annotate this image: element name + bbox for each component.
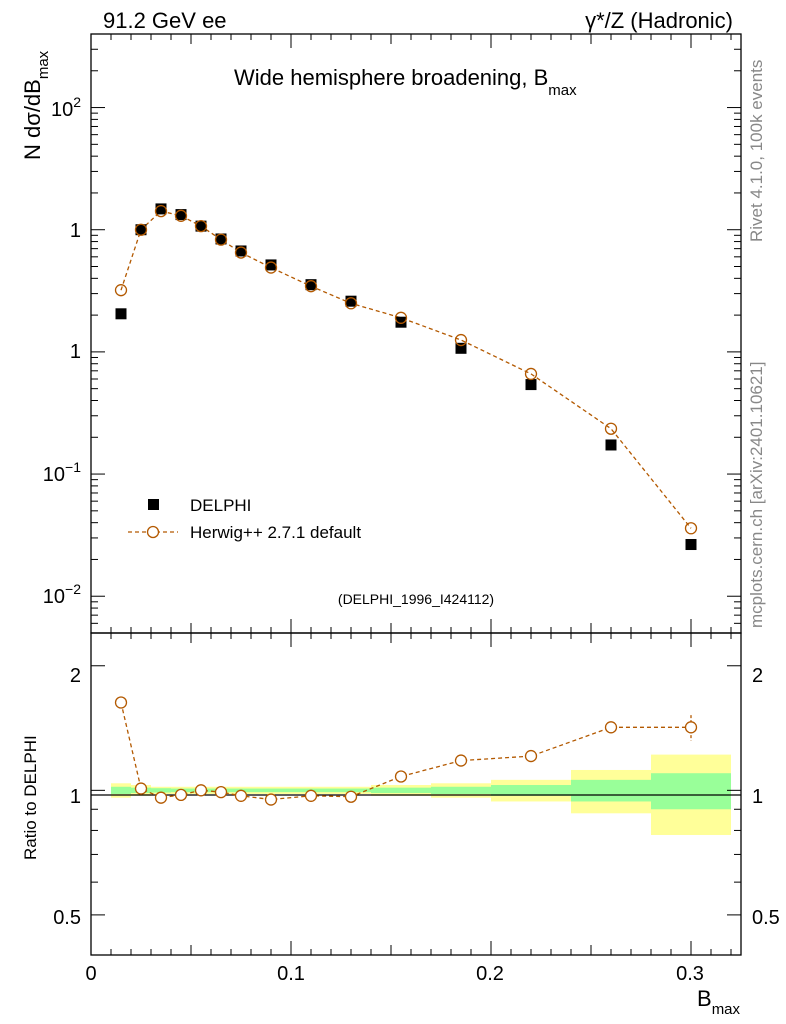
ratio-point	[234, 789, 248, 802]
main-axis-ticks	[90, 33, 741, 634]
ratio-line	[120, 702, 691, 801]
delphi-point	[345, 295, 357, 307]
ratio-point	[194, 784, 208, 797]
ratio-y-axis-label: Ratio to DELPHI	[21, 735, 40, 860]
delphi-point	[235, 245, 247, 257]
x-tick-label-0: 0	[85, 963, 96, 985]
herwig-point	[344, 297, 358, 310]
delphi-point	[175, 209, 187, 221]
ratio-point	[524, 749, 538, 763]
legend-label-herwig: Herwig++ 2.7.1 default	[190, 523, 361, 542]
ratio-band-inner	[151, 788, 171, 793]
delphi-point	[265, 259, 277, 271]
ratio-y-tick-label-2: 2	[70, 665, 81, 687]
delphi-point	[195, 220, 207, 232]
ratio-y-tick-label-1: 1	[70, 786, 81, 808]
legend-marker-herwig	[146, 525, 160, 539]
delphi-point	[455, 342, 467, 354]
herwig-point	[684, 522, 698, 535]
ratio-y-tick-label-2-right: 2	[752, 665, 763, 687]
main-y-axis-label: N dσ/dBmax	[20, 50, 52, 160]
ratio-y-tick-label-0.5-right: 0.5	[752, 907, 780, 929]
herwig-point	[154, 204, 168, 218]
ratio-band-inner	[251, 788, 291, 793]
ratio-point	[394, 770, 408, 783]
svg-text:Ratio to DELPHI: Ratio to DELPHI	[21, 735, 40, 860]
herwig-line	[120, 210, 692, 529]
svg-text:N dσ/dBmax: N dσ/dBmax	[20, 50, 52, 160]
main-frame	[90, 33, 742, 634]
ratio-point	[304, 789, 318, 802]
delphi-point	[115, 308, 127, 320]
ratio-band-inner	[431, 786, 491, 794]
x-tick-label-0.2: 0.2	[476, 963, 504, 985]
main-y-tick-labels: 102 1 1 10−1 10−2	[43, 94, 81, 608]
y-tick-label-0.01: 10−2	[43, 581, 81, 608]
svg-text:mcplots.cern.ch [arXiv:2401.10: mcplots.cern.ch [arXiv:2401.10621]	[747, 362, 766, 628]
ratio-point	[454, 754, 468, 767]
herwig-point	[454, 333, 468, 347]
delphi-point	[395, 316, 407, 328]
ratio-band-inner	[571, 779, 651, 802]
delphi-point	[605, 439, 617, 451]
herwig-point	[194, 219, 208, 233]
ratio-y-tick-label-0.5: 0.5	[53, 907, 81, 929]
ratio-panel: 2 1 0.5 2 1 0.5 Ratio to DELPHI 0 0.1 0.…	[21, 632, 780, 1018]
ratio-band-inner	[371, 787, 431, 794]
x-tick-label-0.3: 0.3	[676, 963, 704, 985]
herwig-point	[234, 246, 248, 259]
delphi-point	[305, 279, 317, 291]
herwig-point	[264, 261, 278, 274]
ratio-axis-ticks	[90, 633, 741, 956]
herwig-point	[174, 209, 188, 222]
delphi-point	[215, 233, 227, 245]
ratio-band-inner	[331, 788, 371, 793]
herwig-point	[114, 284, 128, 297]
main-title: Wide hemisphere broadening, Bmax	[234, 65, 577, 99]
energy-label: 91.2 GeV ee	[103, 8, 227, 33]
x-tick-label-0.1: 0.1	[277, 963, 305, 985]
herwig-point	[604, 422, 618, 435]
ratio-band-inner	[651, 773, 731, 810]
delphi-point	[525, 379, 537, 391]
ratio-point	[114, 696, 128, 709]
ratio-point	[134, 782, 148, 795]
analysis-tag: (DELPHI_1996_I424112)	[338, 591, 494, 607]
y-tick-label-0.1: 10−1	[43, 459, 81, 486]
herwig-point	[394, 311, 408, 324]
ratio-point	[344, 790, 358, 803]
y-tick-label-100: 102	[51, 94, 81, 121]
herwig-point	[214, 233, 228, 246]
ratio-marks	[114, 696, 698, 806]
y-tick-label-10: 1	[70, 220, 81, 242]
ratio-band-inner	[491, 785, 571, 796]
herwig-point	[134, 223, 148, 236]
ratio-point	[214, 785, 228, 799]
herwig-point	[524, 367, 538, 381]
legend-label-delphi: DELPHI	[190, 496, 251, 515]
delphi-point	[685, 539, 697, 551]
ratio-y-tick-label-1-right: 1	[752, 786, 763, 808]
ratio-band-inner	[111, 786, 131, 794]
ratio-point	[174, 788, 188, 802]
ratio-frame	[90, 632, 742, 956]
x-axis-label: Bmax	[697, 986, 741, 1018]
main-panel: Wide hemisphere broadening, Bmax N dσ/dB…	[20, 33, 742, 634]
ratio-point	[264, 793, 278, 806]
svg-text:Rivet 4.1.0, 100k events: Rivet 4.1.0, 100k events	[747, 60, 766, 242]
process-label: γ*/Z (Hadronic)	[585, 8, 733, 33]
main-marks	[114, 203, 698, 551]
ratio-point	[604, 721, 618, 734]
ratio-point	[154, 791, 168, 804]
mcplots-label: mcplots.cern.ch [arXiv:2401.10621]	[747, 362, 766, 628]
herwig-point	[304, 280, 318, 293]
delphi-point	[155, 203, 167, 215]
legend-marker-delphi	[148, 499, 159, 510]
delphi-point	[135, 224, 147, 236]
ratio-point	[684, 721, 698, 734]
rivet-label: Rivet 4.1.0, 100k events	[747, 60, 766, 242]
y-tick-label-1: 1	[70, 341, 81, 363]
legend: DELPHI Herwig++ 2.7.1 default	[128, 496, 361, 542]
